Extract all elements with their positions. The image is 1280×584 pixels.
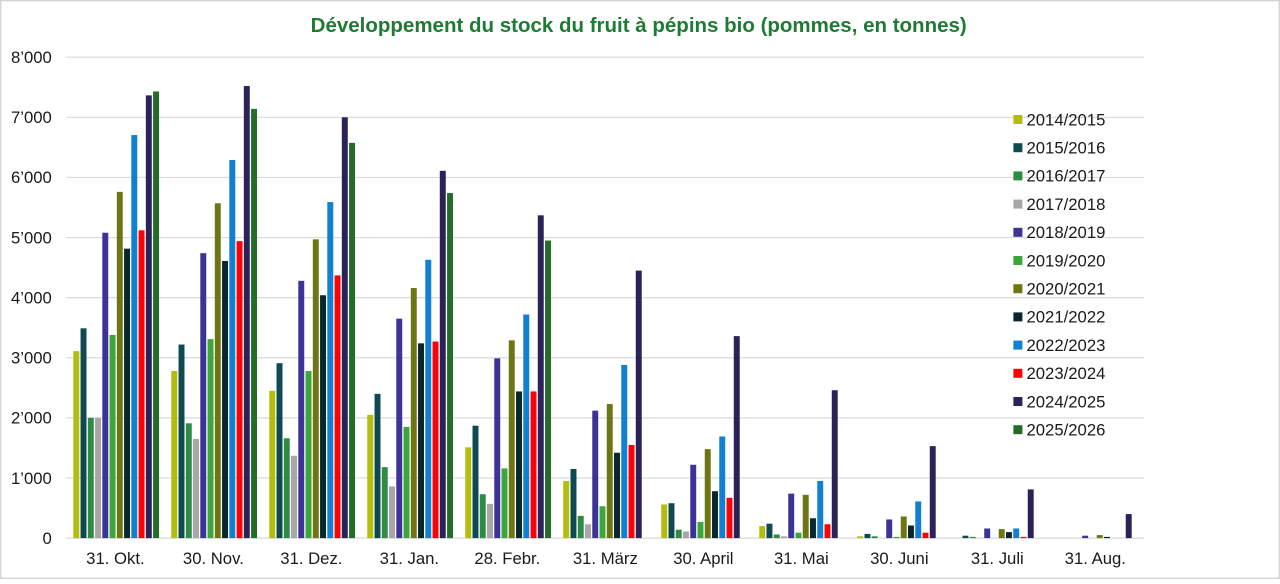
svg-text:Développement du stock du frui: Développement du stock du fruit à pépins… (311, 14, 967, 37)
svg-text:30. Nov.: 30. Nov. (183, 549, 244, 568)
svg-text:6’000: 6’000 (11, 168, 52, 187)
svg-text:2014/2015: 2014/2015 (1027, 110, 1106, 129)
svg-text:0: 0 (43, 529, 52, 548)
svg-text:30. Juni: 30. Juni (870, 549, 928, 568)
svg-text:31. Aug.: 31. Aug. (1065, 549, 1126, 568)
svg-text:7’000: 7’000 (11, 108, 52, 127)
svg-text:2019/2020: 2019/2020 (1027, 251, 1106, 270)
svg-text:3’000: 3’000 (11, 349, 52, 368)
svg-text:31. März: 31. März (573, 549, 638, 568)
svg-text:2023/2024: 2023/2024 (1027, 364, 1106, 383)
svg-text:2018/2019: 2018/2019 (1027, 223, 1106, 242)
svg-text:30. April: 30. April (673, 549, 733, 568)
svg-text:31. Dez.: 31. Dez. (280, 549, 342, 568)
svg-text:2024/2025: 2024/2025 (1027, 392, 1106, 411)
svg-text:2020/2021: 2020/2021 (1027, 280, 1106, 299)
svg-text:2’000: 2’000 (11, 409, 52, 428)
svg-text:4’000: 4’000 (11, 288, 52, 307)
svg-text:31. Juli: 31. Juli (971, 549, 1024, 568)
svg-text:2017/2018: 2017/2018 (1027, 195, 1106, 214)
svg-text:2022/2023: 2022/2023 (1027, 336, 1106, 355)
svg-text:31. Okt.: 31. Okt. (86, 549, 144, 568)
svg-text:2021/2022: 2021/2022 (1027, 308, 1106, 327)
svg-text:8’000: 8’000 (11, 48, 52, 67)
svg-text:2015/2016: 2015/2016 (1027, 139, 1106, 158)
svg-text:2025/2026: 2025/2026 (1027, 421, 1106, 440)
svg-text:1’000: 1’000 (11, 469, 52, 488)
svg-text:31. Mai: 31. Mai (774, 549, 829, 568)
svg-text:28. Febr.: 28. Febr. (474, 549, 540, 568)
svg-text:2016/2017: 2016/2017 (1027, 167, 1106, 186)
svg-text:5’000: 5’000 (11, 228, 52, 247)
svg-text:31. Jan.: 31. Jan. (380, 549, 439, 568)
